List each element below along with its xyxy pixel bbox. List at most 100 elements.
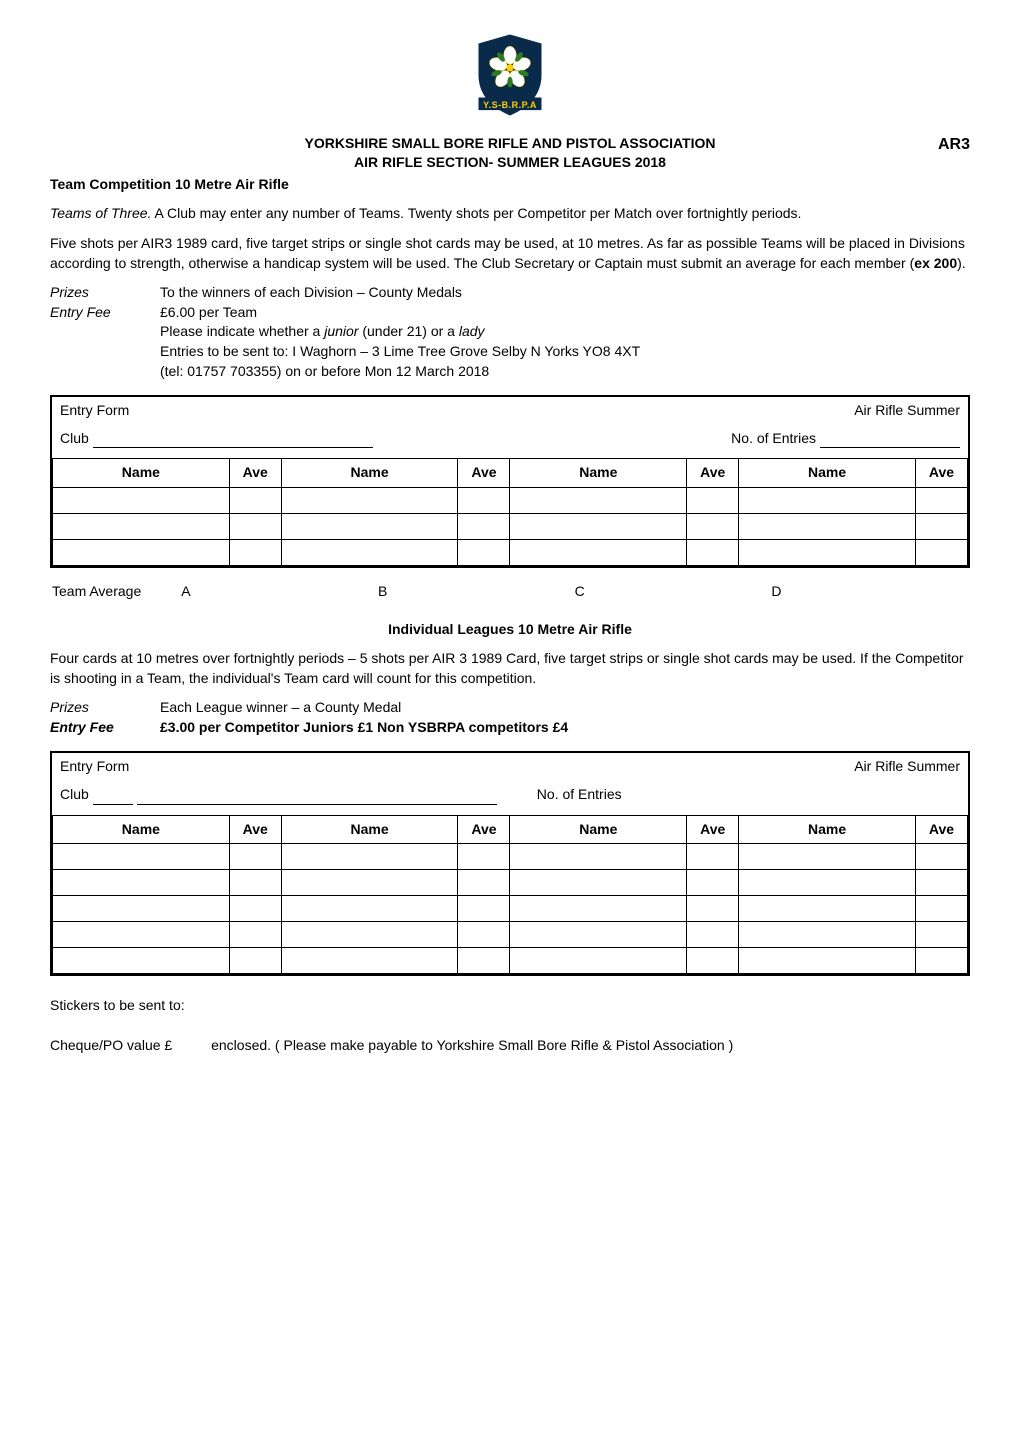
ave-cell[interactable]	[915, 513, 967, 539]
note1-a: Please indicate whether a	[160, 323, 324, 339]
ave-cell[interactable]	[915, 844, 967, 870]
name-cell[interactable]	[739, 922, 916, 948]
club-row-2: Club No. of Entries	[52, 781, 968, 815]
name-cell[interactable]	[281, 948, 458, 974]
ave-cell[interactable]	[915, 870, 967, 896]
name-cell[interactable]	[510, 870, 687, 896]
ave-cell[interactable]	[458, 922, 510, 948]
club-label: Club	[60, 429, 89, 449]
club-input-2a[interactable]	[93, 789, 133, 805]
ave-cell[interactable]	[687, 948, 739, 974]
ave-cell[interactable]	[229, 539, 281, 565]
name-cell[interactable]	[281, 844, 458, 870]
name-cell[interactable]	[53, 922, 230, 948]
ave-cell[interactable]	[458, 948, 510, 974]
ave-cell[interactable]	[458, 870, 510, 896]
ave-cell[interactable]	[458, 513, 510, 539]
team-para1: Teams of Three. A Club may enter any num…	[50, 204, 970, 224]
ave-cell[interactable]	[687, 513, 739, 539]
name-cell[interactable]	[739, 948, 916, 974]
ind-fee-row: Entry Fee £3.00 per Competitor Juniors £…	[50, 718, 970, 738]
name-cell[interactable]	[510, 844, 687, 870]
col-name-header: Name	[53, 815, 230, 844]
ave-cell[interactable]	[915, 539, 967, 565]
team-para1-rest: A Club may enter any number of Teams. Tw…	[151, 205, 801, 221]
name-cell[interactable]	[281, 487, 458, 513]
col-name-header: Name	[281, 815, 458, 844]
col-ave-header: Ave	[687, 459, 739, 488]
name-cell[interactable]	[739, 844, 916, 870]
individual-names-table: NameAveNameAveNameAveNameAve	[52, 815, 968, 975]
name-cell[interactable]	[739, 870, 916, 896]
club-input-2b[interactable]	[137, 789, 497, 805]
ave-cell[interactable]	[915, 948, 967, 974]
name-cell[interactable]	[281, 922, 458, 948]
name-cell[interactable]	[510, 487, 687, 513]
ave-cell[interactable]	[229, 922, 281, 948]
ave-cell[interactable]	[687, 487, 739, 513]
club-label-2: Club	[60, 785, 89, 805]
ave-cell[interactable]	[229, 844, 281, 870]
name-cell[interactable]	[53, 539, 230, 565]
ave-cell[interactable]	[229, 948, 281, 974]
name-cell[interactable]	[281, 539, 458, 565]
col-ave-header: Ave	[915, 815, 967, 844]
cheque-a: Cheque/PO value £	[50, 1037, 172, 1053]
name-cell[interactable]	[739, 487, 916, 513]
ave-cell[interactable]	[915, 896, 967, 922]
name-cell[interactable]	[53, 896, 230, 922]
entry-form-title: Entry Form	[60, 401, 129, 421]
ave-cell[interactable]	[229, 870, 281, 896]
table-row	[53, 948, 968, 974]
name-cell[interactable]	[281, 513, 458, 539]
fee-label: Entry Fee	[50, 303, 160, 323]
col-ave-header: Ave	[915, 459, 967, 488]
ave-cell[interactable]	[458, 539, 510, 565]
ave-cell[interactable]	[229, 487, 281, 513]
ave-cell[interactable]	[229, 513, 281, 539]
name-cell[interactable]	[53, 870, 230, 896]
name-cell[interactable]	[281, 870, 458, 896]
ave-cell[interactable]	[229, 896, 281, 922]
name-cell[interactable]	[739, 513, 916, 539]
name-cell[interactable]	[510, 948, 687, 974]
entries-input[interactable]	[820, 432, 960, 448]
ave-cell[interactable]	[458, 896, 510, 922]
table-row	[53, 870, 968, 896]
ave-cell[interactable]	[915, 922, 967, 948]
name-cell[interactable]	[53, 844, 230, 870]
prizes-row: Prizes To the winners of each Division –…	[50, 283, 970, 303]
ave-cell[interactable]	[687, 922, 739, 948]
header-row: YORKSHIRE SMALL BORE RIFLE AND PISTOL AS…	[50, 134, 970, 154]
org-name: YORKSHIRE SMALL BORE RIFLE AND PISTOL AS…	[305, 135, 716, 151]
name-cell[interactable]	[53, 513, 230, 539]
ave-cell[interactable]	[687, 539, 739, 565]
name-cell[interactable]	[739, 539, 916, 565]
name-cell[interactable]	[53, 487, 230, 513]
note1: Please indicate whether a junior (under …	[50, 322, 970, 342]
table-row	[53, 487, 968, 513]
note1-b: (under 21) or a	[358, 323, 458, 339]
table-row	[53, 513, 968, 539]
team-avg-c: C	[575, 582, 772, 602]
name-cell[interactable]	[281, 896, 458, 922]
ave-cell[interactable]	[458, 844, 510, 870]
col-ave-header: Ave	[687, 815, 739, 844]
team-para2-b: ).	[957, 255, 966, 271]
col-ave-header: Ave	[458, 815, 510, 844]
ave-cell[interactable]	[687, 844, 739, 870]
name-cell[interactable]	[510, 922, 687, 948]
club-input[interactable]	[93, 432, 373, 448]
table-row	[53, 896, 968, 922]
name-cell[interactable]	[510, 513, 687, 539]
name-cell[interactable]	[53, 948, 230, 974]
entries-field-2: No. of Entries	[537, 785, 622, 805]
name-cell[interactable]	[510, 539, 687, 565]
name-cell[interactable]	[510, 896, 687, 922]
ave-cell[interactable]	[458, 487, 510, 513]
name-cell[interactable]	[739, 896, 916, 922]
ave-cell[interactable]	[687, 896, 739, 922]
entries-label: No. of Entries	[731, 429, 816, 449]
ave-cell[interactable]	[687, 870, 739, 896]
ave-cell[interactable]	[915, 487, 967, 513]
